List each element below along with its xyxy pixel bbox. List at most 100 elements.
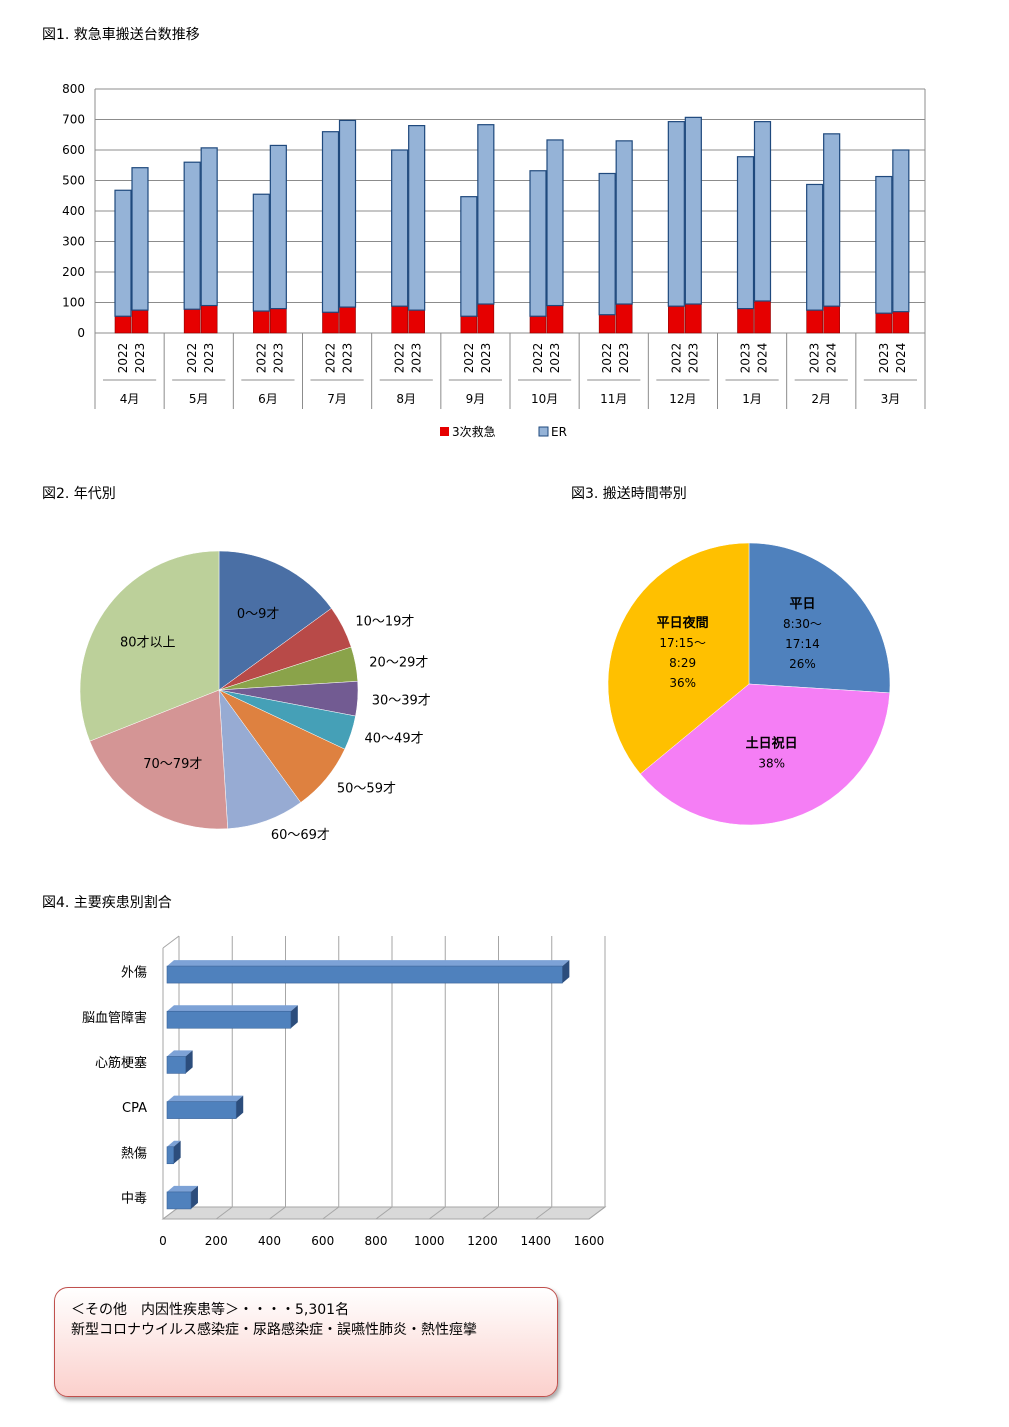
fig3-slice-label: 平日 (789, 597, 815, 612)
fig4-floor-line (215, 1206, 233, 1220)
fig4-bar (166, 1101, 237, 1119)
fig3-slice (640, 683, 890, 826)
fig3-slice-label: 平日夜間 (657, 615, 709, 631)
fig4-floor-line (269, 1206, 286, 1220)
fig1-ytick-label: 0 (77, 326, 85, 340)
fig1-bar-er (114, 189, 132, 317)
fig3-slice (748, 542, 891, 694)
fig1-bar-er (200, 147, 218, 307)
fig3-pie-chart: 平日 8:30～ 17:14 26% 土日祝日 38% 平日夜間 17:15～ 8:29 36% (607, 542, 891, 826)
fig4-category-label: 中毒 (121, 1191, 147, 1206)
fig1-bar-er (252, 193, 270, 312)
fig4-floor-line (375, 1206, 393, 1220)
fig1-month-label: 11月 (600, 392, 627, 406)
fig1-bar-er (823, 133, 841, 307)
fig1-month-label: 8月 (396, 392, 416, 406)
fig1-title: 図1. 救急車搬送台数推移 (42, 27, 200, 43)
fig1-bar-er (753, 121, 772, 302)
fig1-year-label: 2023 (133, 343, 147, 374)
fig4-xtick-label: 1600 (574, 1234, 605, 1248)
fig1-year-label: 2022 (185, 343, 199, 374)
fig1-year-label: 2024 (825, 343, 839, 374)
fig4-bar-top (167, 1140, 181, 1147)
fig3-slice-label: 土日祝日 (746, 736, 798, 752)
fig1-year-label: 2022 (531, 343, 545, 374)
fig3-slice-label: 17:14 (785, 637, 820, 651)
fig1-bar-er (477, 124, 495, 305)
fig4-floor-line (322, 1206, 340, 1220)
fig4-bar-side (236, 1095, 244, 1119)
fig2-slice (218, 689, 302, 829)
fig4-bar-top (167, 960, 570, 967)
fig4-bar-top (167, 1095, 244, 1102)
fig2-slice (89, 689, 228, 830)
fig1-year-label: 2023 (271, 343, 285, 374)
fig1-bar-er (598, 172, 616, 316)
fig4-floor-line (428, 1206, 446, 1220)
fig4-bar (166, 1010, 292, 1029)
fig1-year-label: 2023 (341, 343, 355, 374)
note-line2: 新型コロナウイルス感染症・尿路感染症・誤嚥性肺炎・熱性痙攣 (71, 1322, 477, 1338)
fig1-bar-er (408, 124, 426, 311)
fig1-ytick-label: 200 (62, 265, 85, 279)
fig4-xtick-label: 200 (205, 1234, 228, 1248)
fig2-slice-label: 60～69才 (271, 828, 330, 843)
fig3-slice-label: 8:29 (669, 656, 696, 670)
fig1-ytick-label: 300 (62, 235, 85, 249)
fig1-bar-er (892, 149, 910, 313)
fig2-slice-label: 30～39才 (372, 694, 431, 709)
fig4-floor-line (588, 1206, 606, 1220)
fig1-ytick-label: 600 (62, 143, 85, 157)
fig3-slice-label: 17:15～ (659, 636, 706, 650)
fig3-slice-label: 8:30～ (783, 617, 822, 631)
fig2-slice (79, 550, 220, 742)
fig1-year-label: 2022 (669, 343, 683, 374)
fig1-year-label: 2022 (254, 343, 268, 374)
fig4-bar-top (167, 1185, 198, 1192)
fig4-bar-side (190, 1185, 198, 1209)
fig4-xtick-label: 600 (311, 1234, 334, 1248)
fig4-floor-line (482, 1206, 499, 1220)
fig4-floor-line (535, 1206, 553, 1220)
fig4-xtick-label: 0 (159, 1234, 167, 1248)
fig4-bar (166, 965, 563, 984)
fig4-axis-corner (162, 935, 180, 949)
fig1-year-label: 2022 (393, 343, 407, 374)
fig2-slice-label: 0～9才 (237, 607, 280, 622)
fig4-bar-chart: 0 200 400 600 800 1000 1200 1400 1600 外傷脳血管障害心筋梗塞… (82, 935, 607, 1248)
fig1-year-label: 2022 (600, 343, 614, 374)
fig4-xtick-label: 1200 (467, 1234, 498, 1248)
fig1-legend-swatch-tertiary (440, 427, 449, 436)
fig4-xtick-label: 800 (365, 1234, 388, 1248)
fig1-bar-er (615, 140, 633, 305)
fig1-month-label: 1月 (742, 392, 762, 406)
fig1-bar-er (667, 121, 685, 307)
fig1-ytick-label: 700 (62, 113, 85, 127)
fig4-title: 図4. 主要疾患別割合 (42, 895, 172, 911)
fig1-bar-er (338, 119, 357, 308)
fig1-ytick-label: 100 (62, 296, 85, 310)
fig2-slice-label: 70～79才 (143, 757, 202, 772)
fig2-title: 図2. 年代別 (42, 486, 116, 502)
fig1-bar-er (684, 116, 702, 305)
fig1-year-label: 2023 (808, 343, 822, 374)
fig4-bar-side (173, 1140, 181, 1164)
fig1-year-label: 2023 (410, 343, 424, 374)
fig3-slice-label: 38% (758, 757, 785, 771)
fig2-slice (218, 550, 332, 691)
fig4-category-label: 脳血管障害 (82, 1010, 147, 1026)
fig4-bar-side (562, 960, 570, 984)
fig2-slice-label: 50～59才 (337, 782, 396, 797)
fig1-bar-er (546, 139, 564, 307)
fig1-year-label: 2024 (894, 343, 908, 374)
fig1-month-label: 10月 (531, 392, 558, 406)
fig1-bar-er (183, 161, 201, 310)
fig1-year-label: 2023 (202, 343, 216, 374)
note-line1: ＜その他 内因性疾患等＞・・・・5,301名 (71, 1302, 350, 1318)
fig2-pie-chart: 0～9才 10～19才 20～29才 30～39才 40～49才 50～59才 60～69才… (79, 550, 431, 843)
other-diseases-note: ＜その他 内因性疾患等＞・・・・5,301名 新型コロナウイルス感染症・尿路感染… (54, 1287, 558, 1397)
fig1-year-label: 2022 (116, 343, 130, 374)
fig1-bar-er (736, 156, 755, 310)
fig3-slice-label: 26% (789, 657, 816, 671)
fig4-bar-top (167, 1050, 193, 1057)
